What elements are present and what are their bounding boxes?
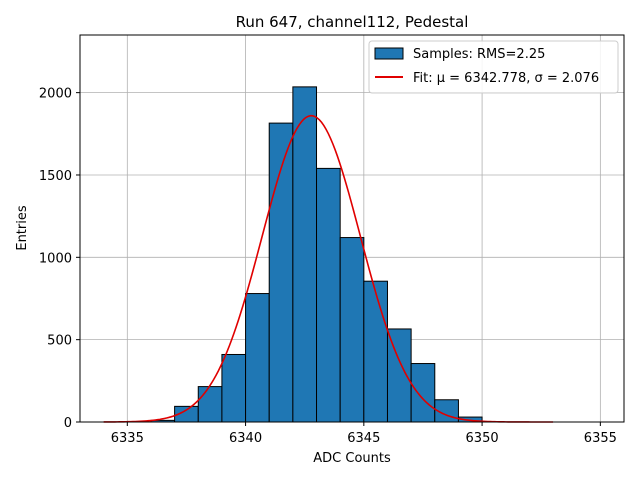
y-tick-label: 1500: [39, 169, 72, 184]
fit-curve: [103, 114, 554, 423]
y-tick-label: 2000: [39, 87, 72, 102]
x-axis-ticks: 6335 6340 6345 6350 6355: [111, 422, 617, 446]
x-axis-label: ADC Counts: [313, 451, 391, 466]
legend-swatch-samples: [374, 47, 404, 60]
y-axis-label: Entries: [15, 205, 30, 251]
x-tick-label: 6355: [584, 431, 617, 446]
histogram-bar: [221, 353, 247, 423]
histogram-bar: [386, 328, 412, 423]
histogram-bar: [292, 86, 318, 423]
legend: Samples: RMS=2.25 Fit: μ = 6342.778, σ =…: [368, 40, 619, 94]
histogram-bar: [245, 293, 270, 423]
x-tick-label: 6350: [466, 431, 499, 446]
x-tick-label: 6345: [347, 431, 380, 446]
legend-label-samples: Samples: RMS=2.25: [413, 47, 545, 62]
fit-curve-layer: [103, 114, 554, 423]
y-axis-ticks: 0 500 1000 1500 2000: [39, 87, 80, 431]
x-tick-label: 6335: [111, 431, 144, 446]
histogram-bar: [363, 280, 388, 423]
y-tick-label: 500: [47, 334, 72, 349]
y-tick-label: 1000: [39, 251, 72, 266]
histogram-bar: [410, 363, 436, 423]
histogram-bars: [150, 86, 483, 423]
histogram-bar: [197, 386, 223, 423]
legend-box: [368, 40, 619, 94]
chart-title: Run 647, channel112, Pedestal: [236, 13, 469, 31]
y-tick-label: 0: [64, 416, 72, 431]
x-tick-label: 6340: [229, 431, 262, 446]
legend-label-fit: Fit: μ = 6342.778, σ = 2.076: [413, 71, 599, 86]
histogram-bar: [316, 167, 341, 423]
histogram-bar: [339, 237, 365, 423]
plot-frame: [79, 34, 625, 423]
